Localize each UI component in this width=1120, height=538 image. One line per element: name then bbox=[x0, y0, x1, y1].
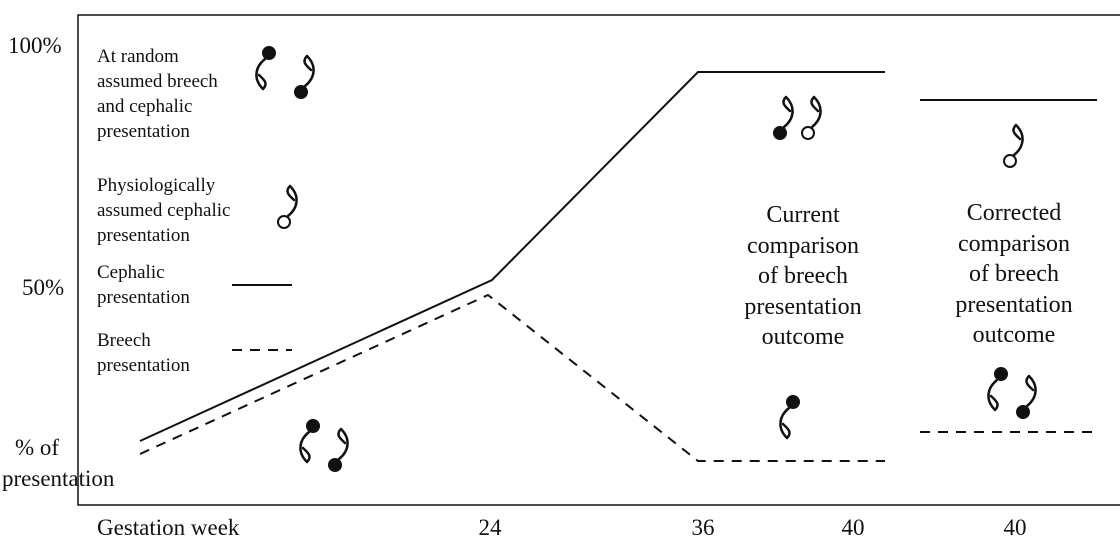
annotation: of breech bbox=[758, 263, 848, 289]
y-title: presentation bbox=[2, 466, 115, 491]
annotation: comparison bbox=[747, 233, 859, 259]
annotation: of breech bbox=[969, 261, 1059, 287]
legend-text: presentation bbox=[97, 355, 190, 376]
legend-text: and cephalic bbox=[97, 96, 192, 117]
x-label: 36 bbox=[692, 515, 715, 538]
legend-text: Breech bbox=[97, 330, 151, 351]
annotation: comparison bbox=[958, 231, 1070, 257]
annotation: outcome bbox=[762, 324, 845, 350]
diagram: 100% 50% % of presentation Gestation wee… bbox=[0, 0, 1120, 538]
legend-text: presentation bbox=[97, 225, 190, 246]
y-title: % of bbox=[15, 435, 59, 460]
x-title: Gestation week bbox=[97, 515, 240, 538]
legend-text: Cephalic bbox=[97, 262, 165, 283]
legend-text: Physiologically bbox=[97, 175, 216, 196]
annotation: Corrected bbox=[967, 200, 1062, 226]
annotation: presentation bbox=[744, 294, 861, 320]
legend-text: assumed cephalic bbox=[97, 200, 230, 221]
x-label: 24 bbox=[479, 515, 503, 538]
y-label: 50% bbox=[22, 275, 64, 300]
x-label: 40 bbox=[842, 515, 865, 538]
legend-text: assumed breech bbox=[97, 71, 218, 92]
legend-text: At random bbox=[97, 46, 179, 67]
annotation: presentation bbox=[955, 292, 1072, 318]
y-label: 100% bbox=[8, 33, 62, 58]
legend-text: presentation bbox=[97, 121, 190, 142]
x-label: 40 bbox=[1004, 515, 1027, 538]
legend-text: presentation bbox=[97, 287, 190, 308]
annotation: outcome bbox=[973, 322, 1056, 348]
annotation: Current bbox=[766, 202, 840, 228]
